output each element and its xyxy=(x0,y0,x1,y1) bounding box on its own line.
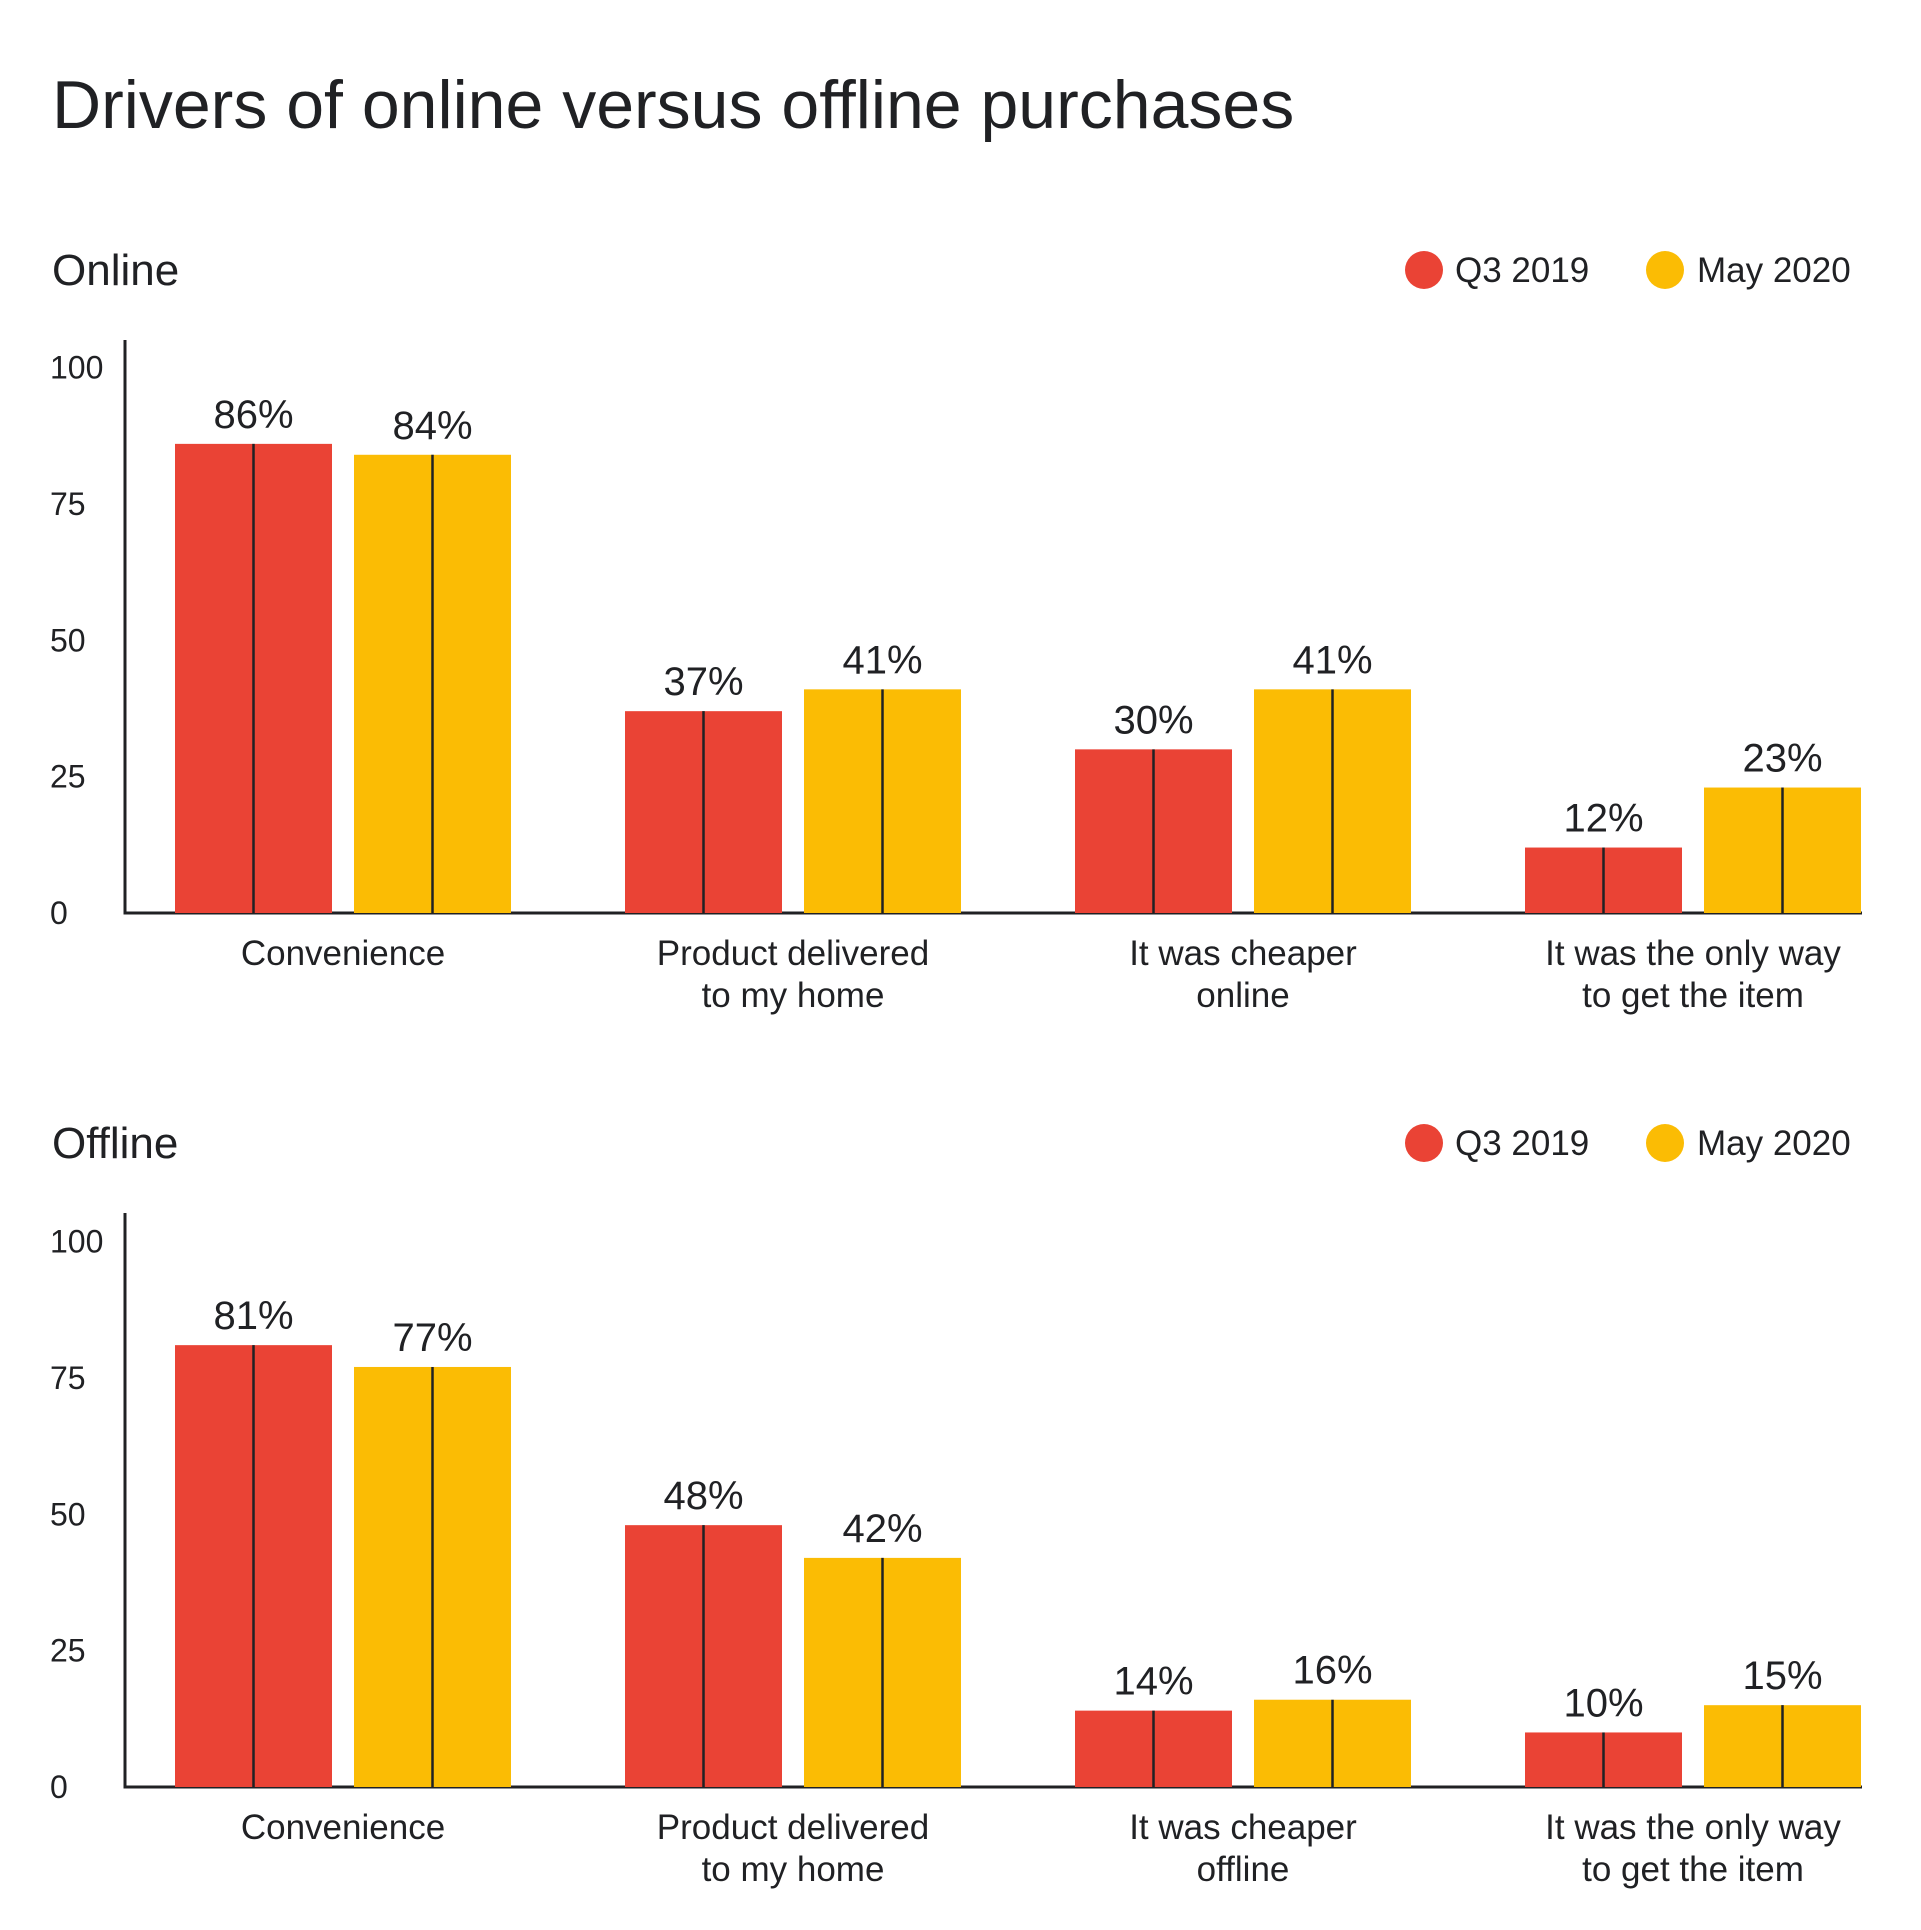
online-category-label: It was the only way xyxy=(1545,934,1841,973)
online-legend-marker-1 xyxy=(1646,251,1684,289)
online-category-label: Convenience xyxy=(241,934,445,973)
offline-legend-label-0: Q3 2019 xyxy=(1455,1124,1589,1163)
offline-y-tick-label: 50 xyxy=(50,1496,86,1532)
offline-bar-value-label: 10% xyxy=(1563,1681,1643,1725)
offline-category-label: It was cheaper xyxy=(1129,1808,1357,1847)
online-y-tick-label: 75 xyxy=(50,486,86,522)
offline-bar-value-label: 81% xyxy=(213,1294,293,1338)
online-category-label: to get the item xyxy=(1582,976,1804,1015)
offline-bar-value-label: 42% xyxy=(842,1507,922,1551)
online-bar-value-label: 23% xyxy=(1742,737,1822,781)
online-category-label: to my home xyxy=(702,976,885,1015)
offline-bar-value-label: 77% xyxy=(392,1316,472,1360)
online-bar-value-label: 86% xyxy=(213,393,293,437)
online-legend-label-1: May 2020 xyxy=(1697,251,1851,290)
offline-legend-label-1: May 2020 xyxy=(1697,1124,1851,1163)
online-bar-value-label: 41% xyxy=(1292,638,1372,682)
online-panel-title: Online xyxy=(52,246,179,295)
online-bar-value-label: 12% xyxy=(1563,797,1643,841)
online-bar-value-label: 30% xyxy=(1113,698,1193,742)
chart-title: Drivers of online versus offline purchas… xyxy=(52,67,1295,143)
online-legend-marker-0 xyxy=(1405,251,1443,289)
offline-y-tick-label: 25 xyxy=(50,1633,86,1669)
offline-category-label: offline xyxy=(1197,1850,1290,1889)
offline-bar-value-label: 48% xyxy=(663,1474,743,1518)
online-y-tick-label: 100 xyxy=(50,350,103,386)
online-category-label: Product delivered xyxy=(657,934,929,973)
offline-y-tick-label: 75 xyxy=(50,1360,86,1396)
offline-panel: Offline Q3 2019 May 2020 0 25 50 75 100 81% 77% Co… xyxy=(50,1119,1862,1889)
online-panel: Online Q3 2019 May 2020 0 25 50 75 100 86% 84% Con… xyxy=(50,246,1862,1015)
online-bar-value-label: 41% xyxy=(842,638,922,682)
offline-y-tick-label: 100 xyxy=(50,1224,103,1260)
offline-category-label: Product delivered xyxy=(657,1808,929,1847)
online-legend-label-0: Q3 2019 xyxy=(1455,251,1589,290)
offline-legend-marker-1 xyxy=(1646,1124,1684,1162)
online-y-tick-label: 0 xyxy=(50,895,68,931)
offline-bar-value-label: 16% xyxy=(1292,1649,1372,1693)
online-bar-value-label: 84% xyxy=(392,404,472,448)
offline-legend-marker-0 xyxy=(1405,1124,1443,1162)
online-y-tick-label: 50 xyxy=(50,622,86,658)
offline-panel-title: Offline xyxy=(52,1119,178,1168)
offline-y-tick-label: 0 xyxy=(50,1769,68,1805)
offline-category-label: to my home xyxy=(702,1850,885,1889)
online-category-label: It was cheaper xyxy=(1129,934,1357,973)
offline-category-label: It was the only way xyxy=(1545,1808,1841,1847)
online-category-label: online xyxy=(1196,976,1289,1015)
online-y-tick-label: 25 xyxy=(50,759,86,795)
offline-bar-value-label: 14% xyxy=(1113,1660,1193,1704)
offline-category-label: to get the item xyxy=(1582,1850,1804,1889)
online-bar-value-label: 37% xyxy=(663,660,743,704)
offline-bar-value-label: 15% xyxy=(1742,1654,1822,1698)
offline-category-label: Convenience xyxy=(241,1808,445,1847)
